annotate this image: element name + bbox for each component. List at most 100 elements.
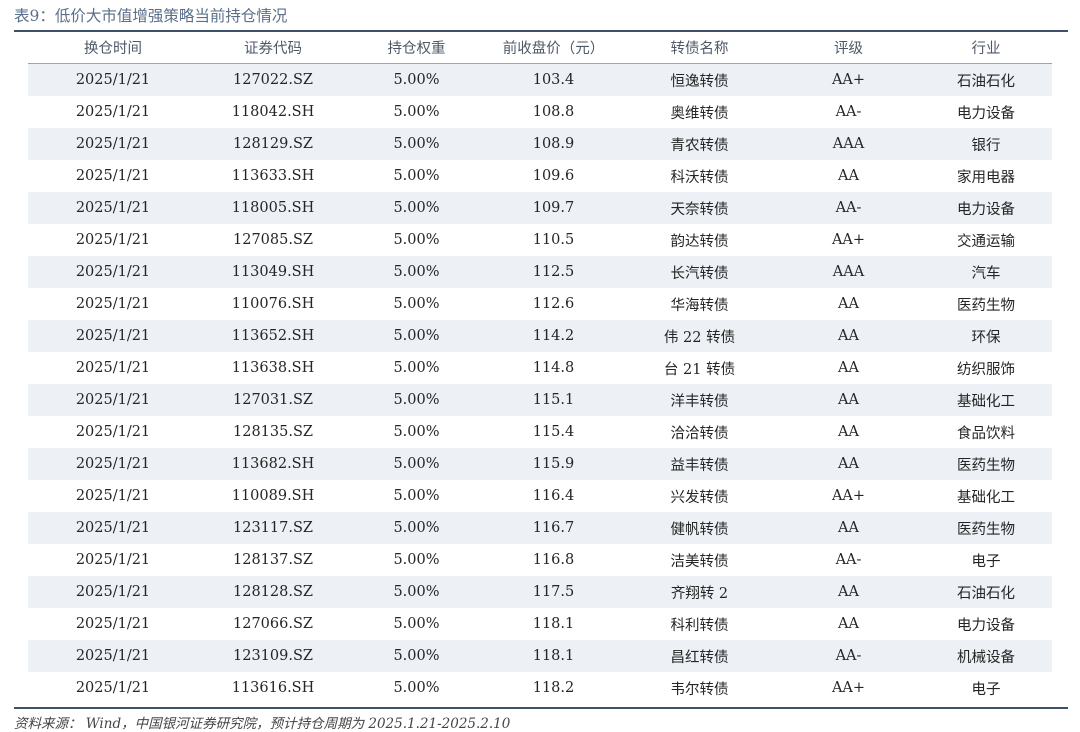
cell-industry: 电力设备 [957,105,1015,122]
cell-rebalance-date: 2025/1/21 [28,192,198,224]
cell-security-code: 113682.SH [198,448,348,480]
cell-industry: 医药生物 [957,297,1015,314]
cell-rebalance-date: 2025/1/21 [75,552,151,568]
cell-weight: 5.00% [348,576,485,608]
cell-rating: AA [777,384,920,416]
cell-rebalance-date: 2025/1/21 [75,168,151,184]
cell-prev-close: 103.4 [485,63,622,96]
cell-bond-name: 恒逸转债 [622,63,777,96]
cell-weight: 5.00% [393,360,440,376]
table-row: 2025/1/21 127085.SZ 5.00% 110.5 韵达转债 AA+ 交通运输 [28,224,1052,256]
cell-rating: AA [838,360,859,376]
cell-prev-close: 115.4 [532,424,575,440]
bottom-rule [14,707,1068,709]
cell-industry: 电力设备 [920,192,1052,224]
cell-bond-name: 齐翔转 2 [622,576,777,608]
cell-industry: 医药生物 [920,448,1052,480]
cell-rating: AA+ [831,488,866,504]
cell-weight: 5.00% [348,320,485,352]
cell-rebalance-date: 2025/1/21 [75,680,151,696]
cell-prev-close: 112.6 [532,296,575,312]
cell-prev-close: 109.7 [485,192,622,224]
table-row: 2025/1/21 113652.SH 5.00% 114.2 伟 22 转债 AA 环保 [28,320,1052,352]
cell-weight: 5.00% [348,256,485,288]
cell-bond-name: 台 21 转债 [663,361,736,378]
cell-bond-name: 华海转债 [670,297,729,314]
table-row: 2025/1/21 128135.SZ 5.00% 115.4 洽洽转债 AA 食品饮料 [28,416,1052,448]
cell-rating: AA [777,320,920,352]
cell-weight: 5.00% [393,104,440,120]
cell-rating: AA [838,424,859,440]
cell-rebalance-date: 2025/1/21 [28,63,198,96]
cell-security-code: 118005.SH [198,192,348,224]
cell-bond-name: 兴发转债 [670,489,729,506]
table-row: 2025/1/21 113682.SH 5.00% 115.9 益丰转债 AA 医药生物 [28,448,1052,480]
cell-bond-name: 科利转债 [670,617,729,634]
cell-security-code: 123109.SZ [198,640,348,672]
cell-prev-close: 114.2 [485,320,622,352]
cell-security-code: 128137.SZ [233,552,313,568]
cell-industry: 电子 [971,553,1001,570]
cell-bond-name: 洽洽转债 [670,425,729,442]
cell-rebalance-date: 2025/1/21 [28,576,198,608]
cell-weight: 5.00% [393,232,440,248]
table-row: 2025/1/21 110089.SH 5.00% 116.4 兴发转债 AA+ 基础化工 [28,480,1052,512]
cell-prev-close: 114.8 [532,360,575,376]
cell-rebalance-date: 2025/1/21 [28,256,198,288]
cell-rating: AA+ [831,680,866,696]
cell-rating: AA- [777,640,920,672]
cell-industry: 基础化工 [920,384,1052,416]
column-header-bond-name: 转债名称 [622,32,777,64]
cell-rating: AA [838,296,859,312]
cell-industry: 电子 [971,681,1001,698]
cell-bond-name: 洋丰转债 [622,384,777,416]
cell-rating: AAA [777,256,920,288]
column-header-rebalance-date: 换仓时间 [28,32,198,64]
cell-security-code: 113633.SH [231,168,315,184]
cell-weight: 5.00% [393,488,440,504]
cell-bond-name: 科沃转债 [670,169,729,186]
cell-prev-close: 118.1 [532,616,575,632]
cell-security-code: 113652.SH [198,320,348,352]
cell-rating: AA- [777,192,920,224]
column-header-prev-close: 前收盘价（元） [485,32,622,64]
cell-rebalance-date: 2025/1/21 [28,512,198,544]
cell-weight: 5.00% [348,448,485,480]
table-title: 表9：低价大市值增强策略当前持仓情况 [14,7,288,25]
cell-prev-close: 108.8 [532,104,575,120]
cell-security-code: 127085.SZ [233,232,313,248]
table-row: 2025/1/21 128129.SZ 5.00% 108.9 青农转债 AAA 银行 [28,128,1052,160]
cell-weight: 5.00% [393,168,440,184]
cell-rating: AA [777,576,920,608]
table-row: 2025/1/21 113616.SH 5.00% 118.2 韦尔转债 AA+ 电子 [28,672,1052,704]
cell-rebalance-date: 2025/1/21 [75,488,151,504]
cell-security-code: 127022.SZ [198,63,348,96]
cell-industry: 纺织服饰 [957,361,1015,378]
cell-industry: 石油石化 [920,576,1052,608]
cell-weight: 5.00% [348,63,485,96]
table-row: 2025/1/21 128128.SZ 5.00% 117.5 齐翔转 2 AA 石油石化 [28,576,1052,608]
cell-bond-name: 青农转债 [622,128,777,160]
cell-industry: 银行 [920,128,1052,160]
cell-security-code: 113638.SH [231,360,315,376]
cell-prev-close: 108.9 [485,128,622,160]
cell-prev-close: 109.6 [532,168,575,184]
cell-industry: 石油石化 [920,63,1052,96]
cell-prev-close: 115.1 [485,384,622,416]
cell-rating: AA+ [777,63,920,96]
cell-security-code: 118042.SH [231,104,315,120]
table-row: 2025/1/21 123109.SZ 5.00% 118.1 昌红转债 AA- 机械设备 [28,640,1052,672]
cell-bond-name: 长汽转债 [622,256,777,288]
cell-rebalance-date: 2025/1/21 [75,616,151,632]
cell-bond-name: 伟 22 转债 [622,320,777,352]
table-row: 2025/1/21 127022.SZ 5.00% 103.4 恒逸转债 AA+ 石油石化 [28,63,1052,96]
cell-weight: 5.00% [348,192,485,224]
cell-prev-close: 118.2 [532,680,575,696]
table-row: 2025/1/21 113638.SH 5.00% 114.8 台 21 转债 AA 纺织服… [28,352,1052,384]
cell-weight: 5.00% [393,552,440,568]
table-body: 2025/1/21 127022.SZ 5.00% 103.4 恒逸转债 AA+ 石油石化 2… [28,63,1052,705]
column-header-weight: 持仓权重 [348,32,485,64]
cell-security-code: 128129.SZ [198,128,348,160]
holdings-table: 换仓时间 证券代码 持仓权重 前收盘价（元） 转债名称 评级 行业 2025/1… [28,32,1052,704]
cell-rating: AA [777,448,920,480]
